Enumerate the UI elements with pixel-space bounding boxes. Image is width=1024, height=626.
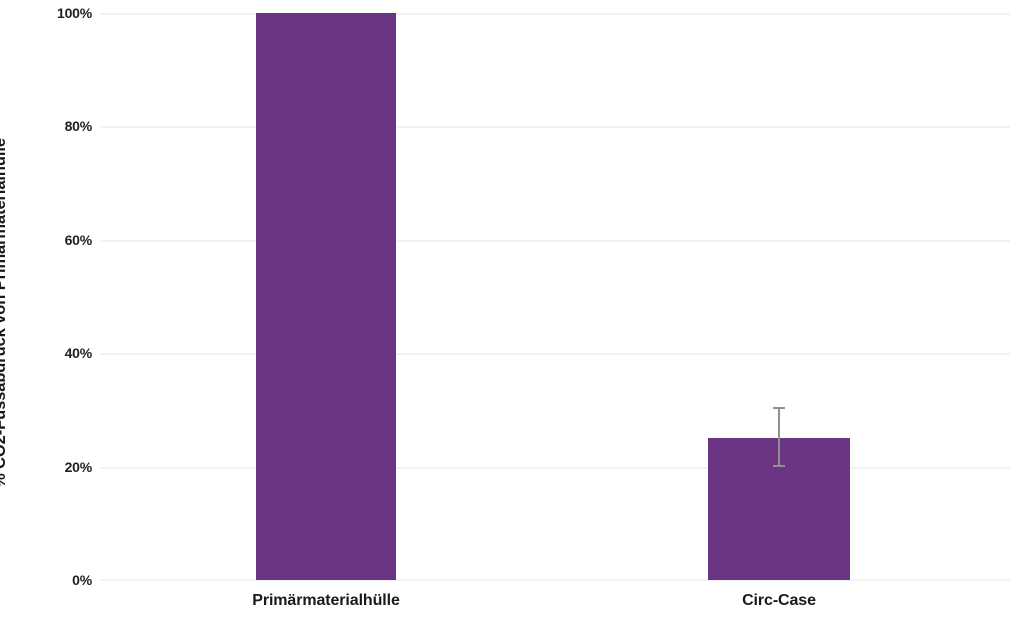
error-bar-stem bbox=[778, 407, 780, 467]
y-tick-label-0: 0% bbox=[72, 572, 92, 588]
gridline-20 bbox=[100, 467, 1010, 469]
gridline-40 bbox=[100, 353, 1010, 355]
y-tick-label-60: 60% bbox=[64, 232, 93, 248]
error-bar-cap-bottom bbox=[773, 464, 785, 467]
y-tick-label-80: 80% bbox=[64, 118, 93, 134]
x-tick-label-circ-case: Circ-Case bbox=[742, 592, 816, 609]
plot-area bbox=[100, 13, 1010, 581]
y-tick-label-100: 100% bbox=[56, 5, 92, 21]
gridline-0 bbox=[100, 579, 1010, 581]
gridline-100 bbox=[100, 13, 1010, 15]
gridline-60 bbox=[100, 240, 1010, 242]
y-axis-title: % CO2-Fussabdruck von Primärmaterialhüll… bbox=[0, 138, 9, 488]
error-bar-circ-case bbox=[773, 407, 785, 467]
y-tick-label-20: 20% bbox=[64, 459, 93, 475]
gridline-80 bbox=[100, 126, 1010, 128]
error-bar-cap-top bbox=[773, 407, 785, 410]
y-tick-label-40: 40% bbox=[64, 345, 93, 361]
bar-primaermaterialhuelle[interactable] bbox=[256, 13, 396, 580]
x-tick-label-primaermaterialhuelle: Primärmaterialhülle bbox=[252, 592, 400, 609]
